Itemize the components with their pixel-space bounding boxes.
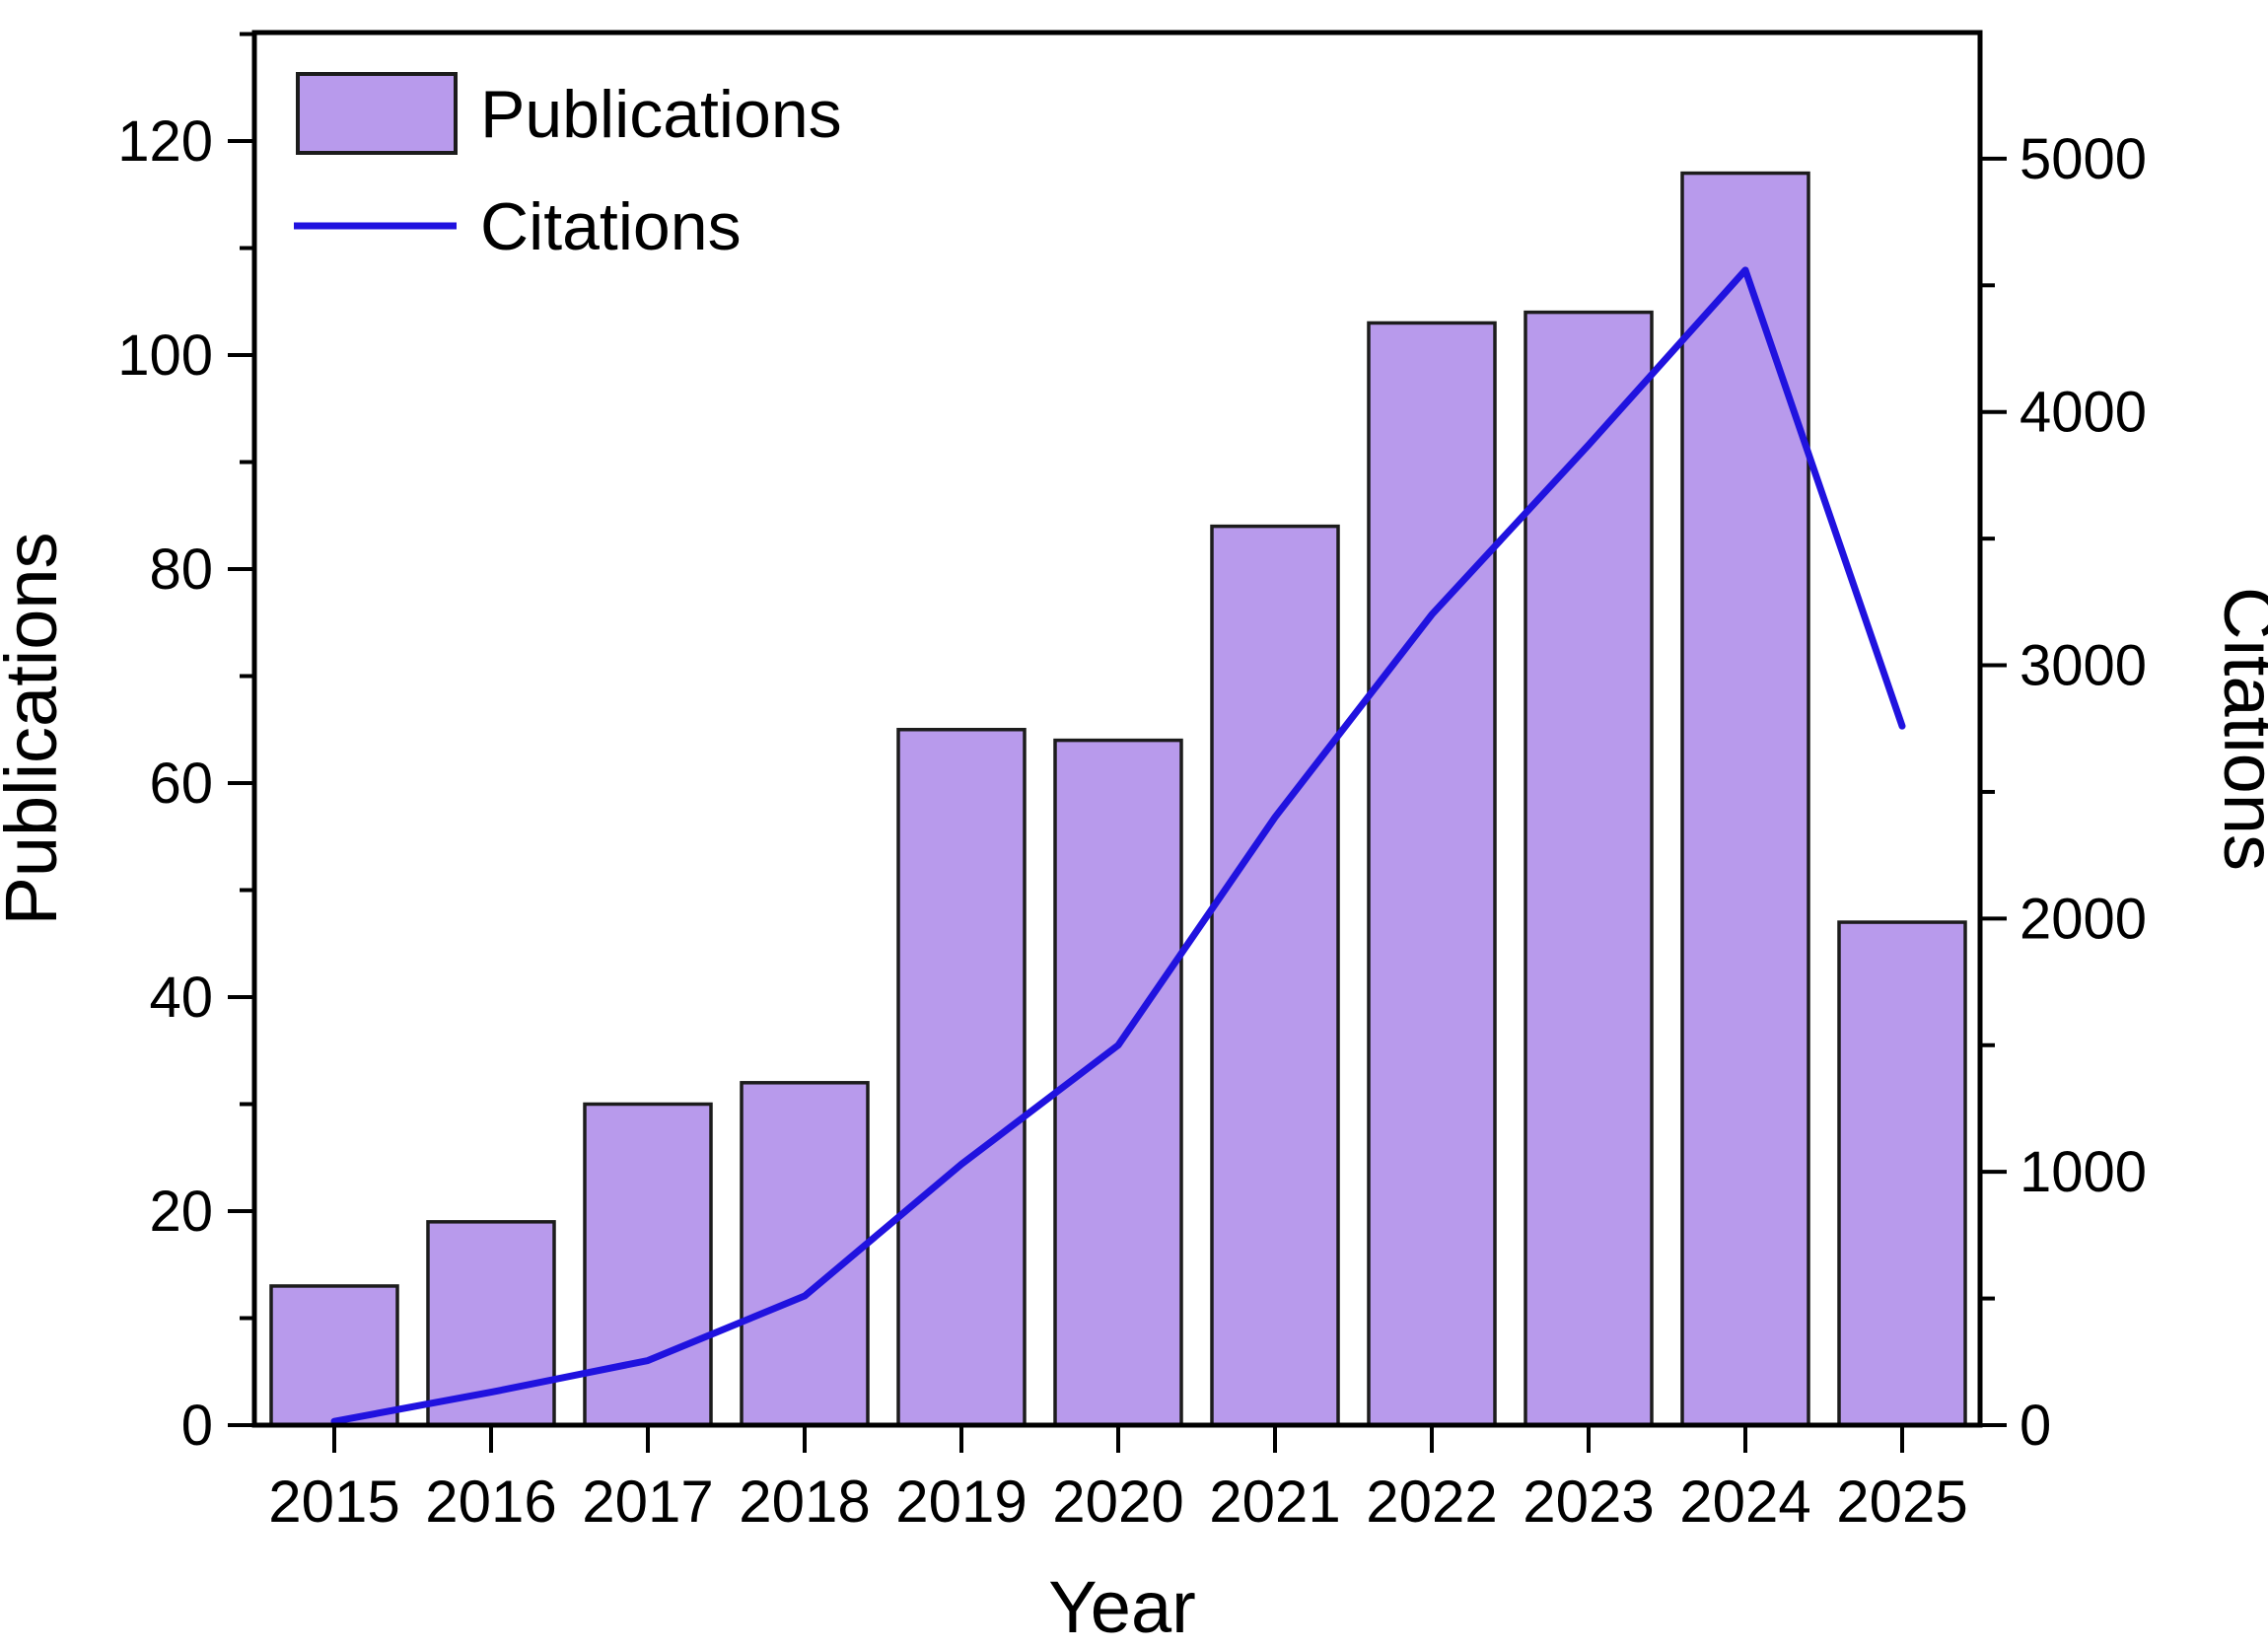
x-tick-label-2017: 2017	[582, 1469, 713, 1535]
x-tick-label-2023: 2023	[1523, 1469, 1654, 1535]
legend: Publications Citations	[294, 72, 842, 264]
bar-2017	[583, 1102, 713, 1427]
legend-publications-label: Publications	[480, 77, 842, 152]
bar-2019	[896, 728, 1027, 1427]
left-tick-label-60: 60	[149, 752, 213, 816]
legend-citations-label: Citations	[480, 189, 742, 264]
x-tick-label-2019: 2019	[895, 1469, 1027, 1535]
bar-2021	[1210, 524, 1340, 1427]
bar-2023	[1524, 310, 1654, 1427]
left-tick-label-80: 80	[149, 538, 213, 602]
bar-2024	[1680, 171, 1810, 1427]
legend-publications-swatch	[296, 72, 458, 155]
right-axis-title: Citations	[2209, 587, 2268, 871]
right-tick-label-2000: 2000	[2020, 887, 2147, 951]
x-tick-label-2022: 2022	[1366, 1469, 1497, 1535]
right-tick-label-1000: 1000	[2020, 1140, 2147, 1204]
x-tick-label-2024: 2024	[1679, 1469, 1810, 1535]
bar-2015	[269, 1284, 399, 1427]
plot-border	[251, 30, 1983, 1428]
x-axis-title: Year	[1048, 1566, 1196, 1648]
x-tick-label-2020: 2020	[1052, 1469, 1183, 1535]
bar-2022	[1367, 321, 1497, 1427]
left-tick-label-0: 0	[181, 1394, 213, 1458]
left-tick-label-120: 120	[117, 109, 213, 174]
right-tick-label-4000: 4000	[2020, 381, 2147, 445]
right-tick-label-5000: 5000	[2020, 127, 2147, 191]
x-tick-label-2025: 2025	[1836, 1469, 1967, 1535]
right-tick-label-0: 0	[2020, 1394, 2051, 1458]
x-tick-label-2015: 2015	[268, 1469, 399, 1535]
bar-2025	[1837, 920, 1967, 1427]
x-tick-label-2016: 2016	[425, 1469, 556, 1535]
x-tick-label-2021: 2021	[1209, 1469, 1340, 1535]
left-tick-label-100: 100	[117, 323, 213, 388]
right-tick-label-3000: 3000	[2020, 634, 2147, 698]
left-tick-label-20: 20	[149, 1180, 213, 1244]
axes-layer: 0 20 40 60 80 100 120 0 1000 2000 3000 4000 5000 2015…	[117, 32, 2147, 1535]
citations-line	[330, 266, 1906, 1425]
x-tick-label-2018: 2018	[739, 1469, 870, 1535]
left-axis-title: Publications	[0, 532, 72, 925]
bar-2020	[1053, 738, 1183, 1427]
bar-2018	[740, 1081, 870, 1427]
bars-layer	[269, 171, 1967, 1427]
left-tick-label-40: 40	[149, 966, 213, 1030]
